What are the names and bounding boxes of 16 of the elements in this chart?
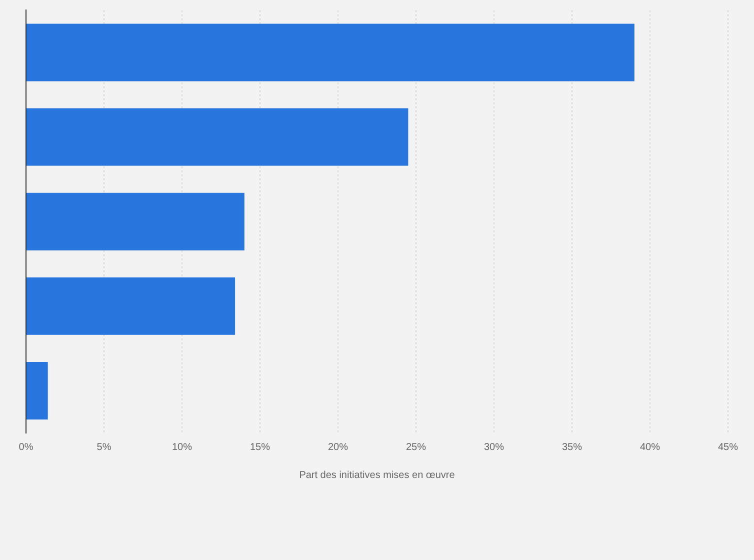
x-tick-label: 35% <box>562 442 582 453</box>
x-tick-label: 15% <box>250 442 270 453</box>
x-tick-label: 40% <box>640 442 660 453</box>
bar <box>26 108 408 166</box>
bar <box>26 277 236 335</box>
bar <box>26 192 244 250</box>
bar <box>26 24 634 82</box>
x-tick-label: 10% <box>172 442 192 453</box>
x-tick-label: 45% <box>718 442 738 453</box>
x-axis-title: Part des initiatives mises en œuvre <box>299 470 456 481</box>
x-tick-label: 20% <box>328 442 348 453</box>
x-tick-label: 5% <box>96 442 112 453</box>
x-tick-label: 25% <box>406 442 426 453</box>
bar <box>26 362 48 420</box>
x-tick-label: 30% <box>484 442 504 453</box>
x-tick-label: 0% <box>18 442 34 453</box>
